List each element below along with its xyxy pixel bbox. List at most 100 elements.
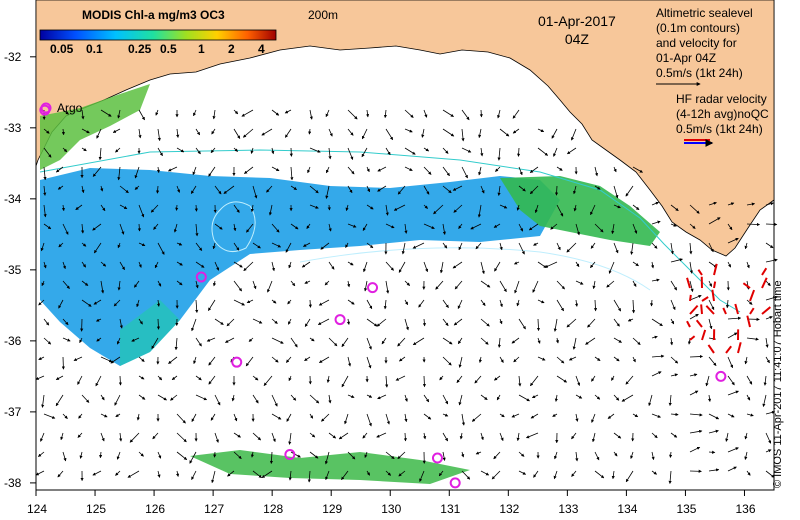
x-tick-label: 133: [558, 502, 579, 516]
velocity-arrow: [571, 470, 577, 477]
velocity-arrow: [195, 280, 199, 289]
velocity-arrow: [442, 242, 448, 249]
velocity-arrow: [301, 261, 311, 268]
velocity-arrow: [398, 470, 406, 477]
velocity-arrow: [398, 356, 406, 362]
velocity-arrow: [461, 166, 468, 179]
velocity-arrow: [385, 280, 390, 294]
velocity-arrow: [208, 375, 216, 385]
velocity-arrow: [290, 451, 301, 458]
velocity-arrow: [650, 299, 654, 307]
velocity-arrow: [55, 166, 64, 173]
velocity-arrow: [594, 356, 601, 362]
velocity-arrow: [385, 128, 394, 141]
velocity-arrow: [727, 447, 739, 453]
velocity-arrow: [393, 204, 406, 211]
velocity-arrow: [404, 280, 411, 286]
velocity-arrow: [366, 356, 372, 369]
velocity-arrow: [81, 242, 87, 247]
velocity-arrow: [100, 432, 105, 442]
velocity-arrow: [233, 451, 242, 459]
velocity-arrow: [175, 204, 179, 211]
velocity-arrow: [285, 128, 292, 138]
velocity-arrow: [765, 202, 774, 206]
velocity-arrow: [765, 410, 776, 415]
velocity-arrow: [176, 470, 180, 477]
velocity-arrow: [93, 299, 102, 305]
velocity-arrow: [252, 375, 259, 381]
velocity-arrow: [43, 337, 52, 345]
velocity-arrow: [594, 470, 605, 479]
velocity-arrow: [78, 413, 83, 419]
velocity-arrow: [138, 204, 145, 218]
velocity-arrow: [461, 147, 472, 153]
velocity-arrow: [119, 185, 129, 194]
velocity-arrow: [43, 223, 52, 230]
velocity-arrow: [266, 185, 273, 193]
argo-float-marker: [367, 282, 379, 294]
velocity-arrow: [494, 261, 501, 272]
velocity-arrow: [556, 280, 565, 290]
velocity-arrow: [321, 413, 330, 422]
hf-radar-arrow: [761, 277, 768, 289]
velocity-arrow: [495, 166, 501, 172]
velocity-arrow: [285, 242, 292, 253]
velocity-arrow: [252, 280, 257, 290]
velocity-arrow: [174, 337, 178, 351]
velocity-arrow: [192, 166, 197, 176]
velocity-arrow: [497, 185, 501, 196]
velocity-arrow: [439, 375, 444, 381]
velocity-arrow: [307, 470, 311, 483]
velocity-arrow: [271, 413, 282, 420]
velocity-arrow: [746, 413, 754, 417]
velocity-arrow: [271, 261, 276, 272]
velocity-arrow: [499, 204, 508, 209]
argo-float-marker: [231, 356, 243, 368]
velocity-arrow: [651, 432, 658, 439]
velocity-arrow: [670, 299, 676, 311]
velocity-arrow: [594, 185, 601, 190]
velocity-arrow: [621, 394, 634, 402]
velocity-arrow: [211, 470, 216, 484]
argo-floats: [39, 104, 727, 489]
velocity-arrow: [632, 337, 641, 345]
velocity-arrow: [383, 299, 387, 310]
hf-radar-arrow: [711, 289, 715, 302]
velocity-arrow: [77, 432, 83, 438]
velocity-arrow: [208, 299, 216, 311]
velocity-arrow: [119, 204, 128, 210]
x-tick-label: 126: [145, 502, 166, 516]
velocity-arrow: [765, 295, 779, 301]
velocity-arrow: [632, 166, 643, 173]
hf-radar-arrow: [746, 315, 751, 328]
velocity-arrow: [442, 337, 453, 345]
velocity-arrow: [100, 204, 106, 212]
velocity-arrow: [727, 261, 731, 268]
chl-green-coast: [40, 84, 150, 170]
velocity-arrow: [613, 318, 620, 327]
velocity-arrow: [341, 337, 349, 348]
velocity-arrow: [377, 394, 387, 400]
velocity-arrow: [536, 318, 541, 332]
velocity-arrow: [398, 261, 406, 273]
velocity-arrow: [212, 280, 217, 287]
velocity-arrow: [458, 356, 463, 368]
velocity-arrow: [156, 166, 161, 174]
velocity-arrow: [708, 242, 714, 253]
velocity-arrow: [117, 166, 121, 181]
y-tick-label: -38: [4, 475, 22, 490]
velocity-arrow: [338, 432, 349, 440]
velocity-arrow: [361, 128, 368, 140]
velocity-arrow: [271, 432, 276, 443]
velocity-arrow: [744, 451, 748, 460]
velocity-arrow: [572, 337, 577, 350]
velocity-arrow: [376, 318, 387, 327]
velocity-arrow: [233, 109, 239, 115]
velocity-arrow: [347, 223, 357, 228]
velocity-arrow: [727, 375, 735, 386]
velocity-arrow: [573, 204, 577, 212]
velocity-arrow: [252, 394, 259, 404]
velocity-arrow: [554, 451, 558, 460]
velocity-arrow: [250, 204, 254, 213]
